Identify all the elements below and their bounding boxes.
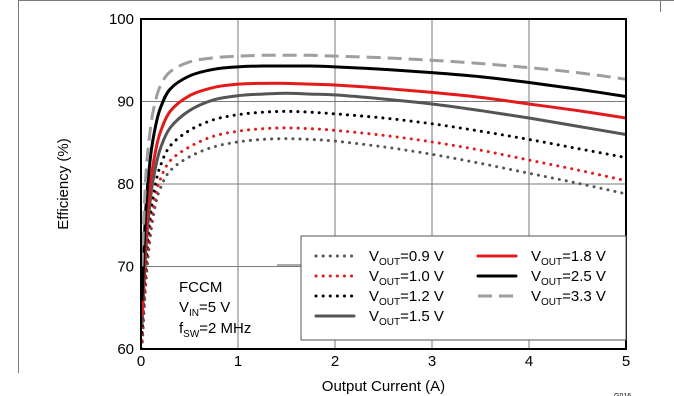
legend-label-4: VOUT=1.8 V [531, 248, 606, 268]
switching-frequency-subscript: SW [183, 329, 200, 340]
series-line-3 [141, 91, 626, 326]
switching-frequency-label: fSW=2 MHz [179, 320, 251, 340]
mode-label: FCCM [179, 279, 222, 296]
series-line-4 [141, 81, 626, 318]
input-voltage-subscript: IN [189, 308, 199, 319]
input-voltage-value: =5 V [199, 299, 230, 316]
figure-frame-left [18, 0, 19, 373]
series-line-1 [141, 126, 626, 343]
legend-label-2: VOUT=1.2 V [369, 288, 444, 308]
series-line-6 [141, 53, 626, 267]
x-tick-label: 0 [137, 353, 145, 370]
y-tick-label: 60 [117, 341, 134, 358]
figure-frame-top [18, 0, 674, 1]
legend-label-5: VOUT=2.5 V [531, 268, 606, 288]
y-axis-label: Efficiency (%) [55, 138, 72, 229]
switching-frequency-symbol: f [179, 320, 184, 337]
x-tick-label: 2 [331, 353, 339, 370]
input-voltage-label: VIN=5 V [179, 299, 230, 319]
y-tick-label: 90 [117, 94, 134, 111]
series-line-5 [141, 64, 626, 301]
plot-area-frame [140, 18, 627, 350]
operating-conditions-annotation: FCCM VIN=5 V fSW=2 MHz [179, 279, 251, 340]
legend-label-0: VOUT=0.9 V [369, 248, 444, 268]
y-tick-label: 80 [117, 176, 134, 193]
series-line-2 [141, 109, 626, 334]
x-tick-label: 1 [234, 353, 242, 370]
y-tick-label: 70 [117, 259, 134, 276]
legend-label-3: VOUT=1.5 V [369, 308, 444, 328]
legend-box [300, 235, 627, 341]
figure-id: G016 [614, 393, 631, 396]
x-axis-label: Output Current (A) [322, 378, 445, 395]
switching-frequency-value: =2 MHz [199, 320, 251, 337]
x-tick-label: 4 [525, 353, 533, 370]
x-tick-label: 3 [428, 353, 436, 370]
legend-label-6: VOUT=3.3 V [531, 288, 606, 308]
x-tick-label: 5 [622, 353, 630, 370]
input-voltage-symbol: V [179, 299, 189, 316]
y-tick-label: 100 [109, 11, 134, 28]
legend-label-1: VOUT=1.0 V [369, 268, 444, 288]
series-layer [141, 53, 626, 349]
figure-frame-right [660, 0, 661, 12]
tick-labels: 0 1 2 3 4 5 60 70 80 90 100 [109, 11, 630, 370]
